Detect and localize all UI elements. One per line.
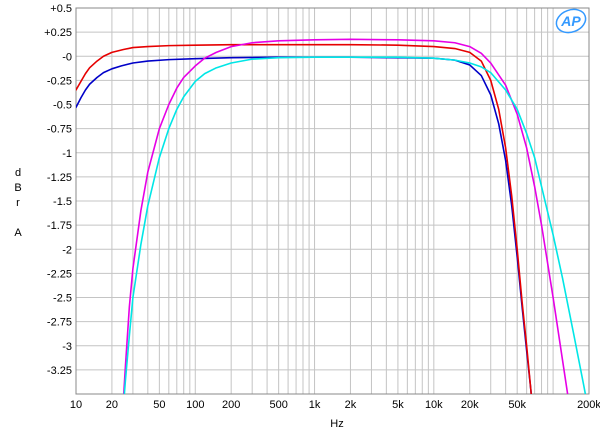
plot-border: [75, 7, 590, 395]
y-tick-label: -2.25: [47, 268, 72, 280]
logo-text: AP: [560, 13, 581, 29]
y-tick-label: -1.5: [53, 196, 72, 208]
y-axis-title-letter: d: [15, 167, 21, 179]
y-tick-labels: +0.5 +0.25 -0 -0.25 -0.5 -0.75 -1 -1.25 -1.5 -1.7…: [44, 3, 72, 377]
y-tick-label: -3.25: [47, 365, 72, 377]
audio-precision-logo: AP: [555, 8, 587, 34]
x-tick-label: 5k: [392, 399, 404, 411]
y-axis-title: dBr A: [14, 167, 22, 239]
y-tick-label: -2.75: [47, 317, 72, 329]
y-axis-title-letter: B: [14, 182, 21, 194]
y-tick-label: +0.5: [50, 3, 72, 15]
logo-ring: [555, 8, 587, 34]
x-tick-labels: 10 20 50 100 200 500 1k 2k 5k 10k 20k 50k 200k: [70, 399, 600, 411]
series-line-4: [123, 56, 587, 394]
series-line-2: [76, 43, 533, 394]
y-tick-label: -1: [62, 148, 72, 160]
y-tick-label: -0.25: [47, 75, 72, 87]
y-tick-label: -0.75: [47, 124, 72, 136]
y-tick-label: +0.25: [44, 27, 72, 39]
y-tick-label: -2.5: [53, 293, 72, 305]
x-tick-label: 200k: [577, 399, 600, 411]
x-tick-label: 20: [106, 399, 118, 411]
x-tick-label: 10: [70, 399, 82, 411]
series-layer: [76, 38, 587, 394]
y-tick-label: -0: [62, 51, 72, 63]
y-tick-label: -1.25: [47, 172, 72, 184]
x-tick-label: 20k: [461, 399, 479, 411]
plot-frame: [75, 7, 590, 395]
x-tick-label: 1k: [309, 399, 321, 411]
x-tick-label: 2k: [345, 399, 357, 411]
y-tick-label: -1.75: [47, 220, 72, 232]
x-axis-title: Hz: [330, 418, 343, 430]
y-axis-title-letter: r: [16, 197, 20, 209]
x-tick-label: 10k: [425, 399, 443, 411]
x-tick-label: 50: [153, 399, 165, 411]
y-tick-label: -0.5: [53, 100, 72, 112]
series-line-3: [122, 38, 569, 394]
x-tick-label: 100: [186, 399, 204, 411]
y-tick-label: -3: [62, 341, 72, 353]
x-tick-label: 500: [269, 399, 287, 411]
x-tick-label: 50k: [508, 399, 526, 411]
x-tick-label: 200: [222, 399, 240, 411]
y-tick-label: -2: [62, 244, 72, 256]
y-axis-title-letter: A: [14, 227, 22, 239]
series-line-1: [76, 56, 533, 394]
